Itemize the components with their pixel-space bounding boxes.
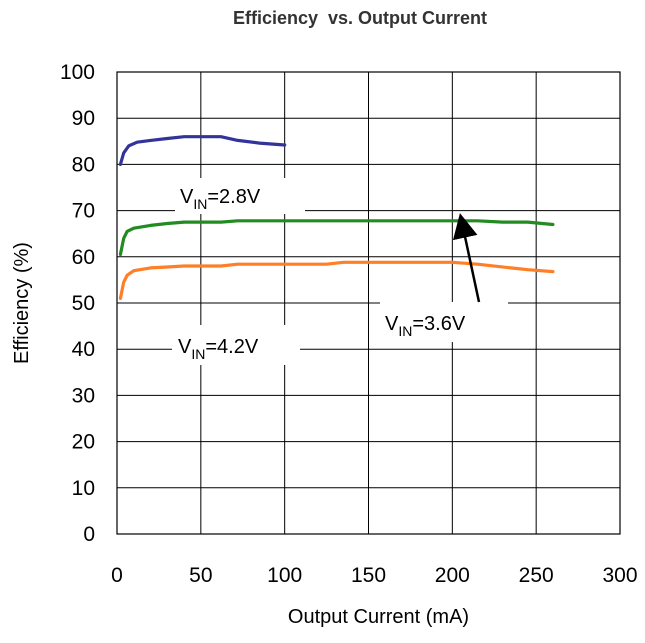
- series-line: [118, 219, 555, 257]
- x-tick-label: 100: [267, 564, 302, 587]
- series-label: VIN=3.6V: [385, 313, 466, 339]
- y-tick-label: 90: [72, 107, 95, 130]
- series-line: [118, 135, 287, 166]
- x-tick-label: 250: [519, 564, 554, 587]
- label-box: [175, 178, 305, 214]
- x-tick-label: 200: [435, 564, 470, 587]
- x-tick-label: 150: [351, 564, 386, 587]
- y-axis-title: Efficiency (%): [11, 242, 33, 364]
- series-label: VIN=4.2V: [178, 336, 259, 362]
- label-box: [172, 325, 300, 365]
- x-tick-label: 300: [602, 564, 637, 587]
- annotation-arrow: [452, 213, 481, 303]
- y-tick-label: 60: [72, 246, 95, 269]
- x-axis-title: Output Current (mA): [288, 606, 469, 628]
- y-tick-label: 100: [60, 61, 95, 84]
- series-label: VIN=2.8V: [180, 186, 261, 212]
- y-tick-label: 20: [72, 431, 95, 454]
- label-box: [380, 302, 508, 342]
- x-tick-label: 50: [189, 564, 212, 587]
- y-tick-label: 70: [72, 200, 95, 223]
- plot-frame: [116, 71, 621, 535]
- chart-title: Efficiency vs. Output Current: [232, 8, 488, 28]
- x-tick-label: 0: [111, 564, 123, 587]
- y-tick-label: 10: [72, 477, 95, 500]
- y-tick-label: 80: [72, 153, 95, 176]
- y-tick-label: 30: [72, 384, 95, 407]
- series-line: [118, 260, 555, 300]
- y-tick-label: 50: [72, 292, 95, 315]
- y-tick-label: 0: [83, 523, 95, 546]
- y-tick-label: 40: [72, 338, 95, 361]
